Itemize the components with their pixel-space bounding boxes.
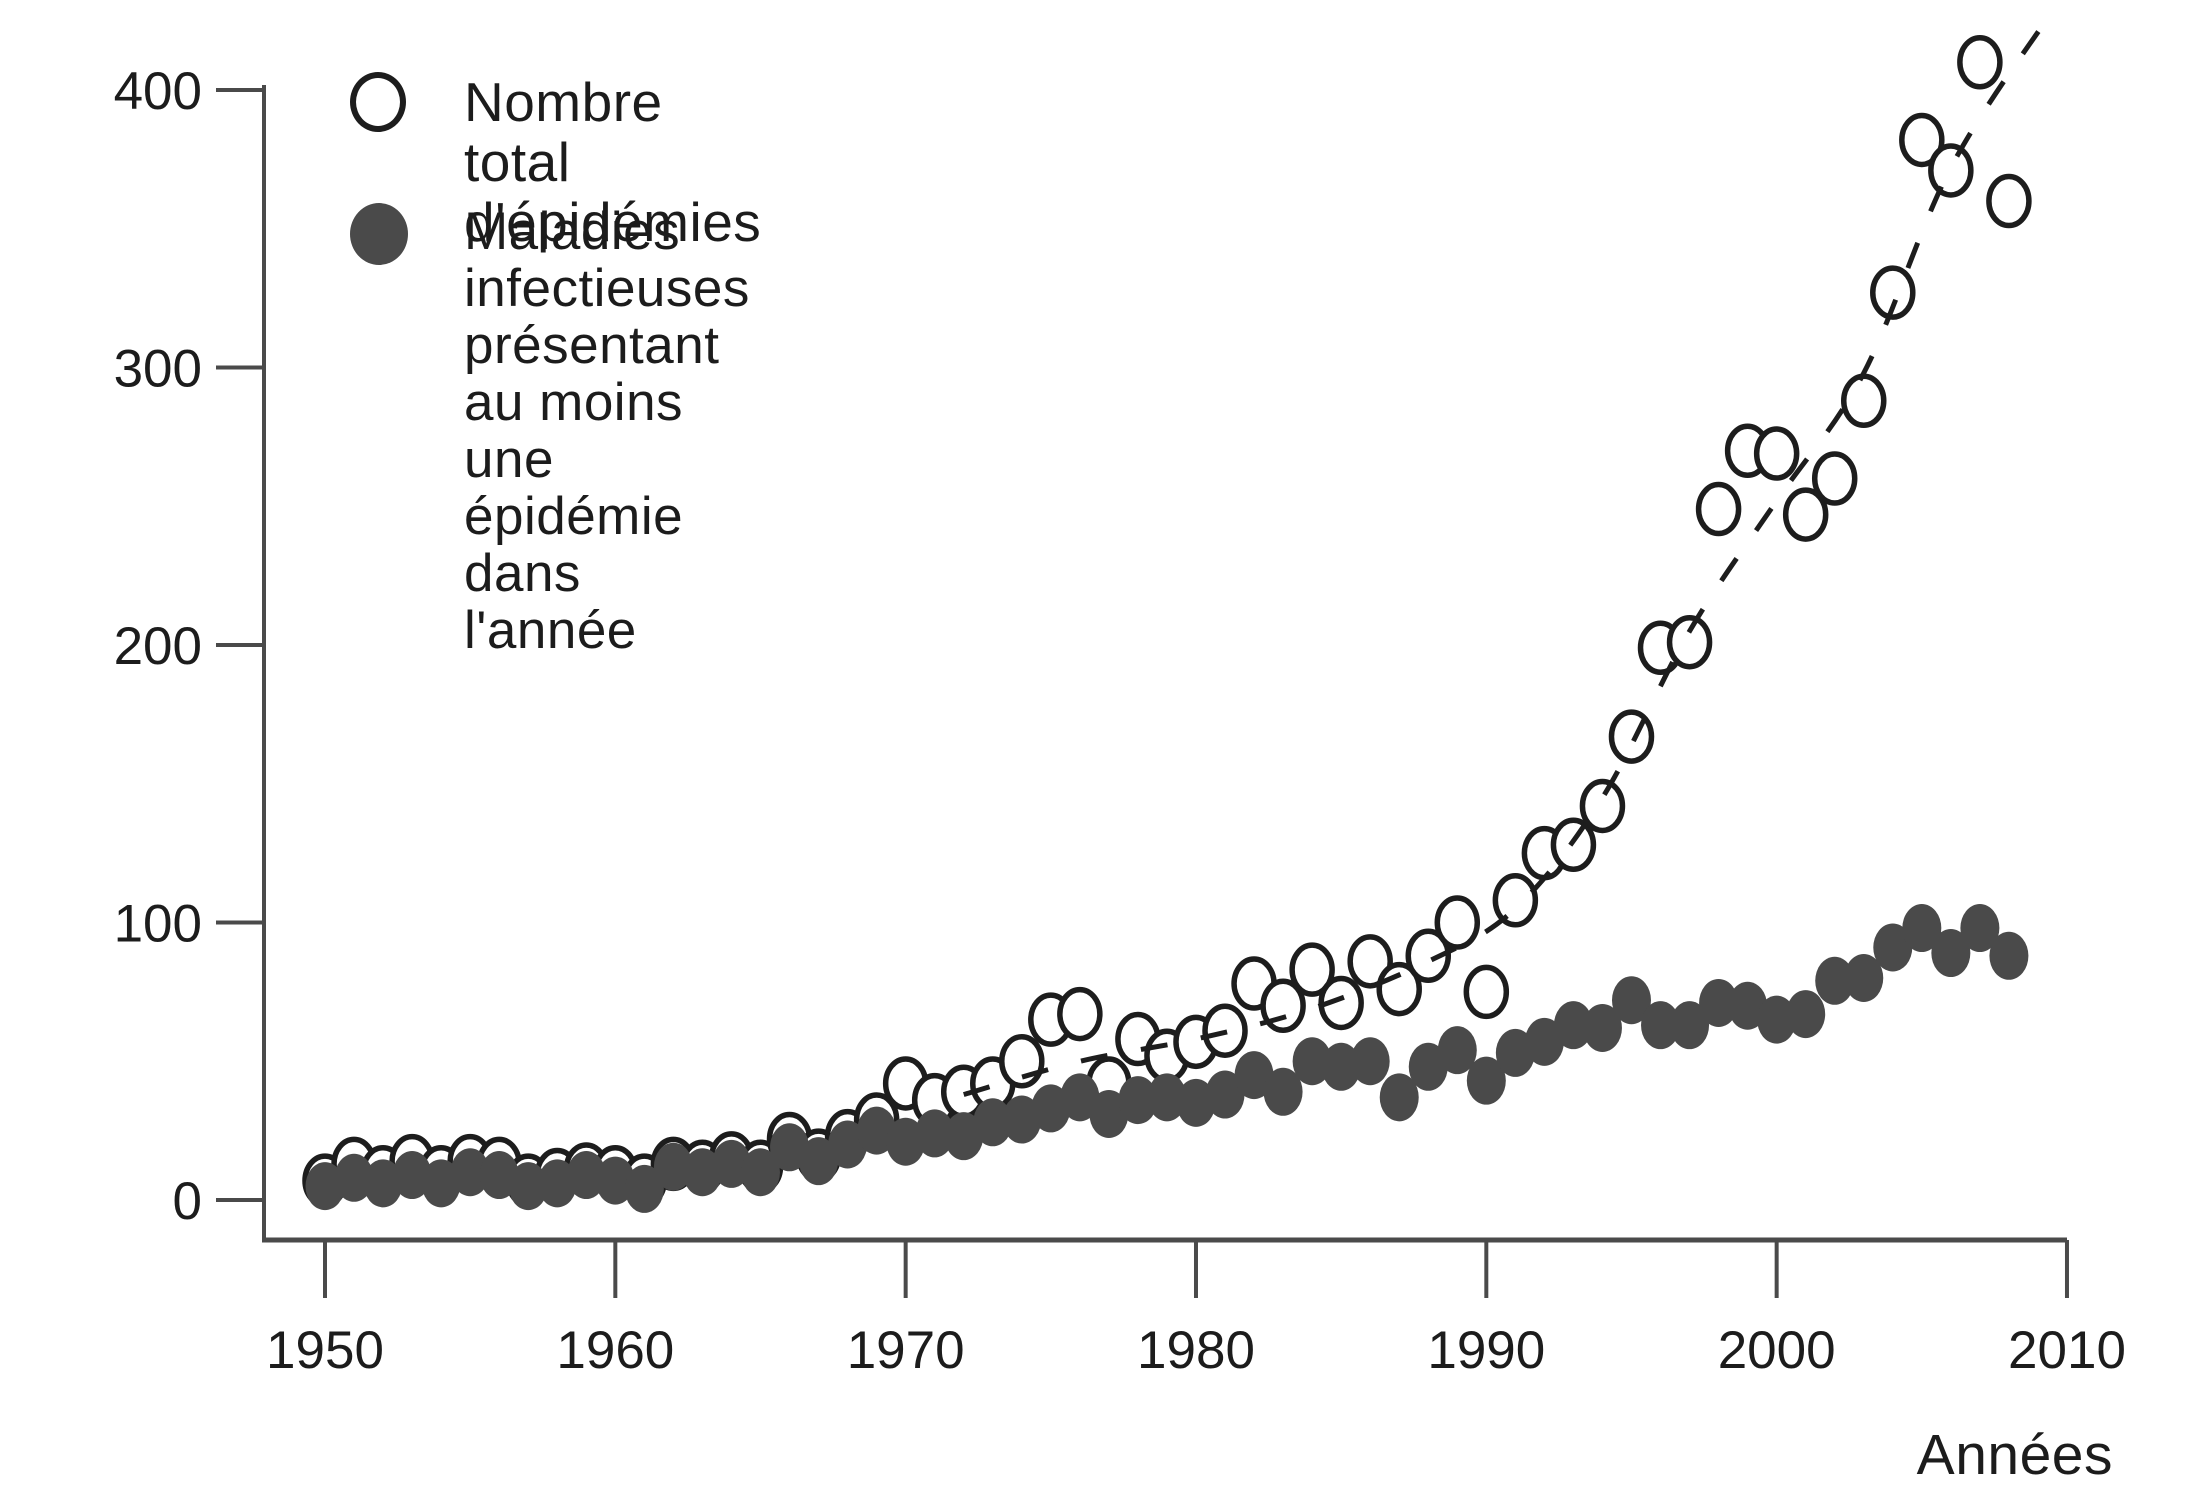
- y-tick-label: 100: [114, 895, 202, 954]
- filled-circle-icon: [350, 203, 408, 265]
- filled-circle-point: [915, 1109, 955, 1158]
- filled-circle-point: [450, 1148, 490, 1197]
- x-tick-label: 1990: [1427, 1321, 1545, 1380]
- filled-circle-point: [653, 1142, 693, 1191]
- filled-circle-point: [1234, 1051, 1274, 1100]
- open-circle-point: [1811, 451, 1858, 506]
- filled-circle-point: [1815, 956, 1855, 1005]
- open-circle-point: [1289, 942, 1335, 997]
- filled-circle-point: [1873, 923, 1913, 972]
- filled-circle-point: [334, 1153, 374, 1202]
- filled-circle-point: [1786, 990, 1826, 1039]
- y-tick-label: 300: [114, 340, 202, 399]
- open-circle-point: [1928, 143, 1974, 198]
- filled-circle-point: [740, 1148, 780, 1197]
- filled-circle-point: [1902, 904, 1942, 953]
- x-tick-label: 1980: [1137, 1321, 1255, 1380]
- filled-circle-point: [1321, 1042, 1361, 1091]
- filled-circle-point: [1350, 1037, 1390, 1086]
- x-tick-label: 2010: [2008, 1321, 2126, 1380]
- trend-dashed-line: [963, 5, 2058, 1097]
- filled-circle-point: [886, 1117, 926, 1166]
- filled-circle-point: [1292, 1037, 1332, 1086]
- filled-circle-point: [973, 1098, 1013, 1147]
- filled-circle-point: [1060, 1073, 1100, 1122]
- filled-circle-point: [1699, 978, 1739, 1027]
- filled-circle-point: [1176, 1078, 1216, 1127]
- filled-circle-point: [537, 1159, 577, 1208]
- filled-circle-point: [1437, 1026, 1477, 1075]
- legend-label-infectious-diseases-line2: au moins une épidémie dans l'année: [464, 373, 684, 660]
- legend-label-total-epidemics: Nombre total d'épidémies: [464, 71, 762, 253]
- y-tick-label: 0: [173, 1172, 202, 1231]
- filled-circle-point: [1524, 1017, 1564, 1066]
- filled-circle-point: [1379, 1073, 1419, 1122]
- x-axis-title: Années: [1916, 1423, 2113, 1487]
- filled-circle-point: [566, 1151, 606, 1200]
- filled-circle-point: [1611, 976, 1651, 1025]
- x-tick-label: 1960: [556, 1321, 674, 1380]
- filled-circle-point: [1960, 904, 2000, 953]
- filled-circle-point: [1931, 929, 1971, 978]
- filled-circle-point: [799, 1137, 839, 1186]
- filled-circle-point: [1641, 1001, 1681, 1050]
- open-circle-point: [1840, 373, 1887, 429]
- y-tick-label: 400: [114, 62, 202, 121]
- open-circle-point: [999, 1034, 1045, 1089]
- filled-circle-point: [1989, 931, 2029, 980]
- filled-circle-point: [392, 1151, 432, 1200]
- open-circle-point: [1957, 35, 2003, 90]
- filled-circle-point: [711, 1139, 751, 1188]
- filled-circle-point: [1582, 1003, 1622, 1052]
- filled-circle-point: [1147, 1073, 1187, 1122]
- filled-circle-point: [508, 1162, 548, 1211]
- filled-circle-point: [1466, 1056, 1506, 1105]
- open-circle-point: [1579, 778, 1626, 834]
- open-circle-point: [1782, 487, 1829, 542]
- open-circle-point: [1405, 928, 1452, 984]
- filled-circle-point: [624, 1164, 664, 1213]
- open-circle-icon: [350, 72, 406, 132]
- open-circle-point: [1695, 481, 1742, 537]
- filled-circle-point: [1757, 995, 1797, 1044]
- y-tick-label: 200: [114, 617, 202, 676]
- x-tick-label: 2000: [1718, 1321, 1836, 1380]
- legend-label-infectious-diseases: Maladies infectieuses présentant au moin…: [464, 203, 750, 659]
- filled-circle-point: [1408, 1042, 1448, 1091]
- filled-circle-point: [595, 1156, 635, 1205]
- open-circle-point: [1492, 873, 1539, 928]
- filled-circle-point: [1670, 1001, 1710, 1050]
- filled-circle-point: [1844, 954, 1884, 1002]
- open-circle-point: [1434, 895, 1481, 950]
- filled-circle-point: [682, 1148, 722, 1197]
- legend-label-infectious-diseases-line1: Maladies infectieuses présentant: [464, 202, 750, 375]
- open-circle-point: [1753, 426, 1800, 481]
- open-circle-point: [1666, 614, 1713, 670]
- x-tick-label: 1950: [266, 1321, 384, 1380]
- filled-circle-point: [1263, 1067, 1303, 1116]
- open-circle-point: [1463, 964, 1510, 1020]
- filled-circle-point: [305, 1162, 345, 1211]
- filled-circle-point: [1553, 1001, 1593, 1050]
- filled-circle-point: [363, 1159, 403, 1208]
- filled-circle-point: [1118, 1076, 1158, 1125]
- x-tick-label: 1970: [847, 1321, 965, 1380]
- open-circle-point: [1899, 112, 1945, 168]
- filled-circle-point: [1205, 1070, 1245, 1119]
- open-circle-point: [1986, 173, 2032, 229]
- open-circle-point: [1870, 265, 1916, 320]
- open-circle-point: [1347, 934, 1393, 989]
- open-circle-point: [1057, 986, 1103, 1042]
